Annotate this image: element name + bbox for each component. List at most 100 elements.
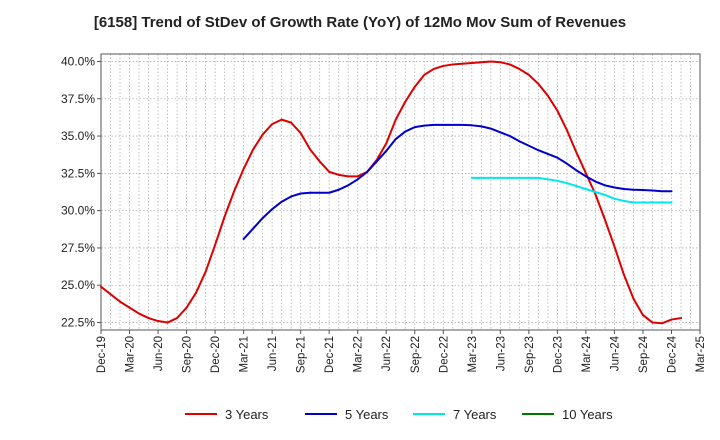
data-point-5-years [651,189,654,192]
x-tick-label: Mar-20 [125,336,137,372]
legend-label-5-years: 5 Years [345,407,389,422]
data-point-5-years [432,123,435,126]
data-point-3-years [537,82,540,85]
x-tick-label: Mar-24 [581,335,593,372]
data-point-3-years [271,123,274,126]
data-point-3-years [394,118,397,121]
data-point-3-years [527,73,530,76]
data-point-3-years [157,320,159,322]
data-point-5-years [575,169,578,172]
x-tick-label: Sep-22 [410,336,422,373]
data-point-5-years [394,138,397,140]
data-point-3-years [585,172,587,175]
data-point-5-years [585,175,587,178]
data-point-5-years [565,162,568,165]
data-point-7-years [499,176,502,179]
data-point-7-years [585,188,587,190]
series-line-5-years [242,123,673,240]
data-point-3-years [280,118,283,121]
data-point-7-years [613,197,616,200]
data-point-5-years [661,190,663,193]
legend-label-10-years: 10 Years [562,407,613,422]
legend: 3 Years 5 Years 7 Years 10 Years [185,407,613,422]
series-layer [100,60,682,325]
data-point-7-years [594,191,597,193]
y-tick-label: 30.0% [61,204,95,218]
x-tick-label: Dec-24 [666,335,678,373]
legend-label-3-years: 3 Years [225,407,269,422]
data-point-5-years [280,200,283,203]
data-point-3-years [176,317,178,319]
data-point-5-years [385,150,388,152]
data-point-3-years [442,65,445,67]
data-point-3-years [328,170,331,173]
data-point-3-years [299,132,302,134]
data-point-3-years [242,167,245,170]
data-point-7-years [604,194,606,196]
data-point-5-years [518,140,521,143]
y-tick-label: 40.0% [61,54,95,68]
data-point-7-years [546,178,549,181]
data-point-5-years [356,178,359,181]
data-point-3-years [480,61,483,64]
data-point-5-years [318,191,321,194]
data-point-7-years [632,201,635,204]
grid-layer [100,54,701,330]
data-point-3-years [575,151,578,154]
data-point-5-years [299,192,302,195]
data-point-3-years [651,321,654,324]
data-point-5-years [423,124,426,127]
data-point-3-years [261,133,264,136]
x-tick-label: Jun-23 [495,336,507,371]
data-point-5-years [328,191,331,194]
x-tick-label: Mar-23 [467,336,479,372]
data-point-3-years [385,142,388,145]
y-tick-label: 27.5% [61,241,95,255]
x-tick-label: Sep-24 [638,335,650,373]
data-point-5-years [527,144,530,147]
data-point-3-years [508,63,511,66]
data-point-7-years [661,201,663,204]
data-point-3-years [594,193,597,196]
data-point-5-years [242,238,245,240]
data-point-3-years [185,306,188,309]
data-point-5-years [632,188,635,191]
data-point-7-years [518,176,521,179]
data-point-3-years [680,317,682,319]
data-point-5-years [461,123,464,126]
data-point-3-years [413,85,416,88]
data-point-3-years [109,293,112,296]
data-point-3-years [432,68,435,70]
data-point-5-years [670,190,673,193]
data-point-7-years [651,201,654,204]
x-tick-label: Dec-19 [96,336,108,373]
y-tick-label: 32.5% [61,166,95,180]
data-point-3-years [613,245,616,248]
data-point-7-years [642,201,644,204]
data-point-3-years [404,100,407,103]
data-point-5-years [604,184,606,187]
x-tick-label: Dec-22 [438,336,450,373]
data-point-5-years [480,125,483,128]
data-point-3-years [356,175,359,178]
data-point-5-years [556,156,559,159]
data-point-7-years [556,179,559,182]
data-point-5-years [271,208,274,211]
data-point-3-years [565,129,568,131]
data-point-5-years [508,135,511,137]
y-tick-label: 37.5% [61,92,95,106]
data-point-7-years [575,185,578,187]
x-tick-label: Dec-21 [324,336,336,373]
data-point-7-years [565,182,568,184]
data-point-3-years [147,317,150,319]
x-tick-label: Mar-21 [239,336,251,372]
data-point-3-years [166,321,169,324]
data-point-5-years [470,124,473,127]
data-point-7-years [489,176,492,179]
data-point-5-years [499,131,502,134]
data-point-3-years [223,215,226,218]
data-point-5-years [375,160,378,163]
data-point-3-years [632,297,635,300]
data-point-3-years [128,306,131,309]
